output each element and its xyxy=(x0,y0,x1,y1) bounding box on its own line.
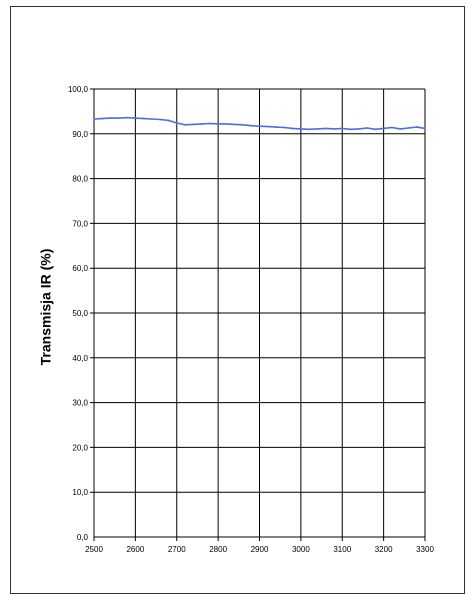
data-point xyxy=(101,117,104,120)
x-tick-label: 2900 xyxy=(251,545,269,554)
data-point xyxy=(415,126,418,128)
data-point xyxy=(200,123,203,125)
x-tick-label: 2700 xyxy=(168,545,186,554)
y-tick-label: 70,0 xyxy=(72,219,88,228)
data-point xyxy=(299,127,302,130)
data-point xyxy=(242,123,244,126)
data-point xyxy=(291,127,294,130)
y-tick-label: 100,0 xyxy=(68,85,89,94)
y-tick-label: 60,0 xyxy=(72,264,88,273)
data-point xyxy=(366,127,368,129)
x-tick-label: 3300 xyxy=(416,545,434,554)
data-point xyxy=(399,127,402,130)
data-point xyxy=(424,127,426,130)
data-point xyxy=(233,123,236,126)
data-point xyxy=(258,125,261,128)
y-axis-label: Transmisja IR (%) xyxy=(38,249,54,366)
y-tick-label: 50,0 xyxy=(72,309,88,318)
data-point xyxy=(175,122,178,124)
data-point xyxy=(93,118,95,120)
data-point xyxy=(117,117,120,120)
y-tick-label: 40,0 xyxy=(72,354,88,363)
data-point xyxy=(217,123,220,125)
data-point xyxy=(382,127,385,130)
data-point xyxy=(324,127,327,130)
data-point xyxy=(126,116,128,119)
data-point xyxy=(208,122,211,125)
data-point xyxy=(250,124,253,127)
data-point xyxy=(167,119,170,122)
y-tick-label: 90,0 xyxy=(72,130,88,139)
data-point xyxy=(225,123,228,125)
data-point xyxy=(192,123,195,126)
data-point xyxy=(159,118,162,121)
data-point xyxy=(407,127,410,129)
data-point xyxy=(142,117,145,120)
x-tick-label: 2600 xyxy=(126,545,144,554)
y-tick-label: 20,0 xyxy=(72,443,88,452)
data-point xyxy=(333,127,335,130)
y-tick-label: 0,0 xyxy=(77,533,89,542)
data-point xyxy=(357,127,360,130)
data-point xyxy=(184,123,186,126)
data-point xyxy=(316,127,319,130)
data-point xyxy=(134,117,137,120)
chart: 0,0 10,0 20,0 30,0 40,0 50,0 60,0 70,0 80,0 90,0 1… xyxy=(38,85,435,554)
data-point xyxy=(391,126,393,129)
x-tick-label: 2500 xyxy=(85,545,103,554)
data-point xyxy=(151,118,153,120)
y-tick-label: 10,0 xyxy=(72,488,88,497)
chart-frame: 0,0 10,0 20,0 30,0 40,0 50,0 60,0 70,0 80,0 90,0 1… xyxy=(10,6,465,594)
x-tick-label: 3100 xyxy=(333,545,351,554)
data-point xyxy=(374,128,377,131)
y-tick-label: 30,0 xyxy=(72,399,88,408)
data-point xyxy=(109,117,112,120)
data-point xyxy=(349,128,352,131)
y-tick-label: 80,0 xyxy=(72,175,88,184)
x-tick-label: 2800 xyxy=(209,545,227,554)
x-tick-label: 3000 xyxy=(292,545,310,554)
data-point xyxy=(308,128,311,131)
data-point xyxy=(266,125,269,128)
data-point xyxy=(283,126,286,129)
data-point xyxy=(275,126,277,128)
x-tick-label: 3200 xyxy=(375,545,393,554)
data-point xyxy=(341,127,344,130)
